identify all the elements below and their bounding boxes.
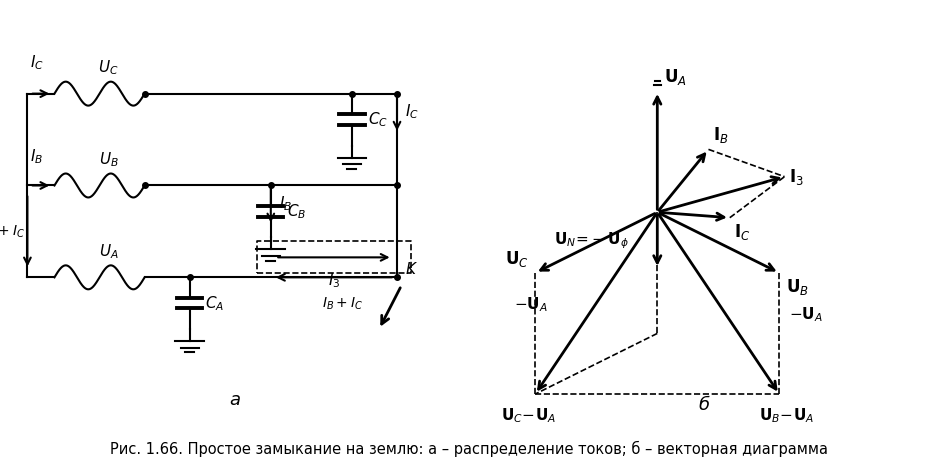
Text: $U_A$: $U_A$ (99, 242, 118, 261)
Text: K: K (405, 262, 415, 277)
Text: $\mathbf{I}_3$: $\mathbf{I}_3$ (790, 167, 804, 187)
Text: $I_C$: $I_C$ (405, 102, 419, 121)
Text: $\mathbf{U}_B\!-\!\mathbf{U}_A$: $\mathbf{U}_B\!-\!\mathbf{U}_A$ (759, 406, 814, 425)
Text: $C_A$: $C_A$ (206, 294, 224, 313)
Text: $C_C$: $C_C$ (368, 110, 388, 129)
Text: $\mathbf{U}_C\!-\!\mathbf{U}_A$: $\mathbf{U}_C\!-\!\mathbf{U}_A$ (500, 406, 556, 425)
Text: $I_B+I_C$: $I_B+I_C$ (322, 295, 363, 312)
Text: $I_B$: $I_B$ (279, 194, 292, 213)
Text: $-\mathbf{U}_A$: $-\mathbf{U}_A$ (514, 295, 547, 314)
Text: $I_3$: $I_3$ (328, 271, 340, 290)
Text: $\mathbf{U}_B$: $\mathbf{U}_B$ (786, 277, 809, 297)
Text: $\mathbf{U}_N\!=\!-\mathbf{U}_{\phi}$: $\mathbf{U}_N\!=\!-\mathbf{U}_{\phi}$ (554, 230, 629, 251)
Text: $а$: $а$ (229, 391, 240, 409)
Text: $I_C$: $I_C$ (30, 53, 43, 72)
Text: Рис. 1.66. Простое замыкание на землю: а – распределение токов; б – векторная ди: Рис. 1.66. Простое замыкание на землю: а… (111, 441, 828, 457)
Text: $\mathbf{U}_C$: $\mathbf{U}_C$ (504, 249, 529, 269)
Text: $I_B$: $I_B$ (30, 148, 43, 166)
Text: $\mathbf{U}_A$: $\mathbf{U}_A$ (665, 67, 687, 87)
Text: $C_B$: $C_B$ (286, 202, 306, 221)
Text: $\mathbf{I}_B$: $\mathbf{I}_B$ (713, 125, 729, 146)
Text: $-\mathbf{U}_A$: $-\mathbf{U}_A$ (789, 305, 823, 324)
Text: $\mathbf{I}_C$: $\mathbf{I}_C$ (734, 222, 751, 242)
Text: $U_C$: $U_C$ (99, 58, 119, 77)
Text: $б$: $б$ (698, 395, 711, 414)
Text: $I_B+I_C$: $I_B+I_C$ (0, 223, 25, 240)
Text: $U_B$: $U_B$ (99, 150, 118, 169)
